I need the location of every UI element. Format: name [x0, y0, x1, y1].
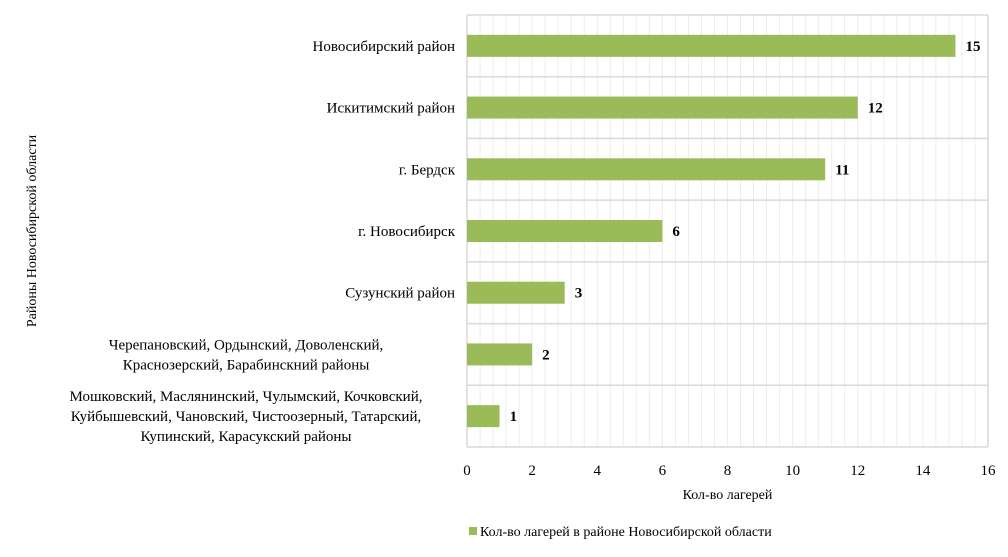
x-tick-label: 6	[659, 463, 667, 479]
category-label-line: Новосибирский район	[313, 39, 456, 55]
category-label-line: Куйбышевский, Чановский, Чистоозерный, Т…	[71, 409, 421, 425]
category-label-line: Черепановский, Ордынский, Доволенский,	[109, 337, 384, 353]
category-label: Черепановский, Ордынский, Доволенский, Кр…	[109, 337, 384, 373]
bar	[467, 405, 500, 428]
data-label: 11	[835, 162, 849, 178]
legend-swatch	[469, 527, 477, 535]
data-label: 2	[542, 347, 550, 363]
y-axis-title: Районы Новосибирской области	[25, 134, 40, 327]
x-tick-label: 12	[850, 463, 865, 479]
bar	[467, 343, 533, 366]
x-tick-label: 16	[981, 463, 997, 479]
category-label-line: Сузунский район	[345, 286, 455, 302]
x-axis-title: Кол-во лагерей	[683, 488, 773, 503]
category-label: Сузунский район	[345, 286, 455, 302]
category-label-line: Искитимский район	[327, 101, 455, 117]
x-tick-label: 8	[724, 463, 732, 479]
category-label: Искитимский район	[327, 101, 455, 117]
data-label: 3	[575, 286, 583, 302]
category-label: Мошковский, Маслянинский, Чулымский, Коч…	[70, 389, 423, 445]
category-label: Новосибирский район	[313, 39, 456, 55]
category-label-line: Мошковский, Маслянинский, Чулымский, Коч…	[70, 389, 423, 405]
x-tick-label: 10	[785, 463, 800, 479]
category-label-line: Краснозерский, Барабинскний районы	[123, 357, 370, 373]
bar	[467, 220, 663, 242]
x-tick-label: 14	[915, 463, 931, 479]
x-tick-label: 4	[594, 463, 602, 479]
data-label: 15	[965, 39, 980, 55]
x-tick-label: 2	[528, 463, 536, 479]
legend-label: Кол-во лагерей в районе Новосибирской об…	[480, 525, 772, 540]
category-label-line: г. Новосибирск	[358, 224, 456, 240]
data-label: 6	[672, 224, 680, 240]
data-label: 1	[510, 409, 518, 425]
bar	[467, 158, 826, 181]
category-label: г. Новосибирск	[358, 224, 456, 240]
category-label-line: Купинский, Карасукский районы	[141, 429, 352, 445]
data-label: 12	[868, 101, 883, 117]
category-label-line: г. Бердск	[399, 162, 456, 178]
bar	[467, 281, 565, 304]
x-tick-label: 0	[463, 463, 471, 479]
bar	[467, 34, 956, 57]
category-label: г. Бердск	[399, 162, 456, 178]
bar	[467, 96, 858, 119]
